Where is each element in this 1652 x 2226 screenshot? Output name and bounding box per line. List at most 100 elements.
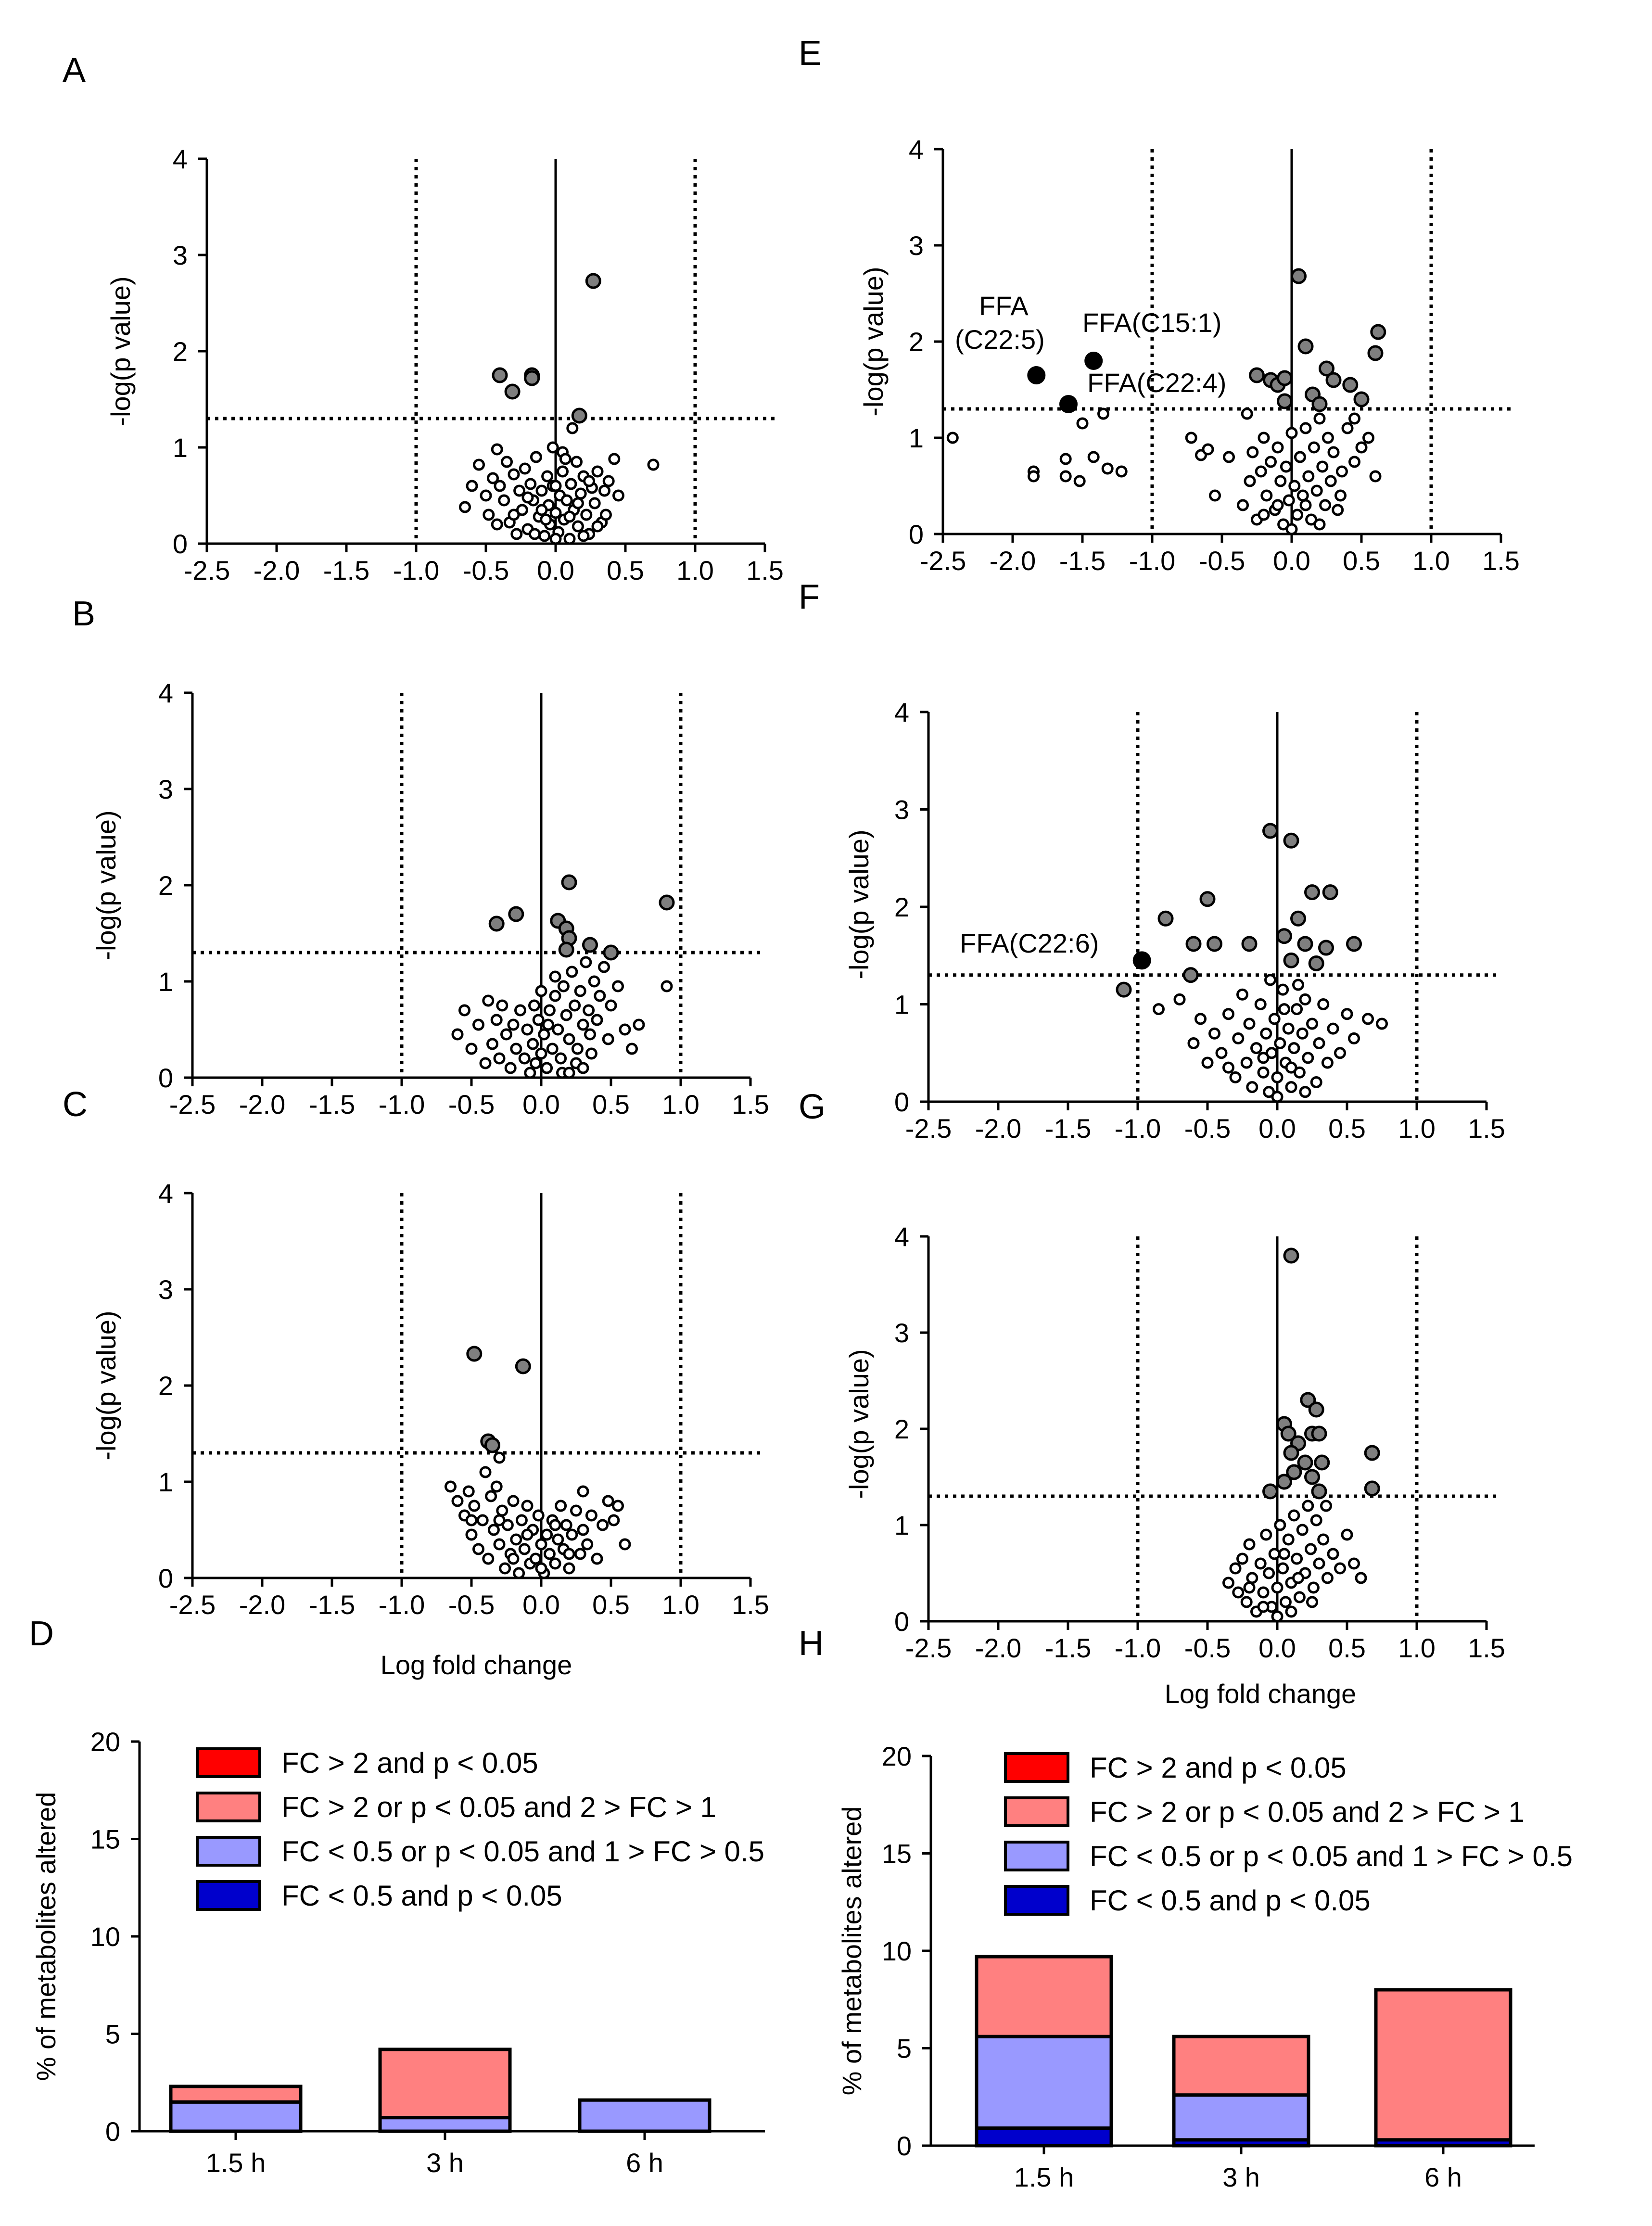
x-tick-label: -2.5 bbox=[905, 1633, 952, 1663]
data-point bbox=[1274, 1519, 1286, 1531]
data-point bbox=[482, 994, 495, 1007]
data-point bbox=[500, 1028, 512, 1041]
data-point bbox=[1299, 422, 1312, 434]
data-point bbox=[462, 1485, 475, 1498]
data-point bbox=[602, 475, 615, 487]
data-point bbox=[493, 1514, 506, 1526]
data-point bbox=[1335, 465, 1348, 478]
data-point bbox=[499, 1562, 511, 1575]
panel-letter-E: E bbox=[799, 34, 822, 73]
data-point bbox=[1271, 1071, 1283, 1083]
data-point bbox=[493, 1538, 506, 1551]
data-point bbox=[1059, 453, 1072, 465]
data-point bbox=[513, 1567, 525, 1579]
data-point bbox=[468, 1500, 481, 1512]
data-point bbox=[507, 1552, 520, 1565]
data-point bbox=[476, 1514, 489, 1526]
data-point bbox=[559, 453, 572, 465]
data-point bbox=[521, 1023, 534, 1036]
data-point bbox=[580, 956, 592, 968]
x-tick-label: 1.5 bbox=[1468, 1113, 1505, 1144]
y-tick-label: 20 bbox=[882, 1741, 912, 1771]
data-point bbox=[1201, 1056, 1214, 1069]
panel-A: -log(p value) 0 1 2 3 4 -2.5 -2.0 -1.5 -1.0 -0.5 0.… bbox=[105, 144, 784, 585]
x-tick-label: -1.5 bbox=[309, 1590, 356, 1620]
significant-point bbox=[1116, 981, 1132, 998]
data-point bbox=[490, 1014, 503, 1026]
data-point bbox=[1299, 1086, 1311, 1098]
y-tick-label: 1 bbox=[173, 432, 188, 463]
data-point bbox=[1327, 1548, 1339, 1560]
data-point bbox=[1258, 432, 1270, 444]
data-point bbox=[541, 470, 554, 483]
data-point bbox=[1059, 470, 1072, 483]
data-point bbox=[1283, 494, 1295, 507]
data-point bbox=[487, 472, 499, 484]
data-point bbox=[1263, 1567, 1275, 1579]
data-point bbox=[1244, 475, 1256, 487]
x-tick-label: -1.0 bbox=[393, 555, 440, 585]
data-point bbox=[532, 1014, 545, 1026]
data-point bbox=[598, 484, 610, 497]
data-point bbox=[1277, 1562, 1289, 1575]
significant-point bbox=[1297, 1454, 1313, 1471]
annotation-label: FFA bbox=[979, 291, 1029, 321]
y-tick-label: 2 bbox=[894, 1414, 909, 1444]
significant-point bbox=[1199, 891, 1216, 907]
data-point bbox=[1208, 1027, 1220, 1040]
y-tick-label: 5 bbox=[105, 2019, 120, 2049]
significant-point bbox=[1207, 936, 1222, 952]
x-tick-label: -2.0 bbox=[239, 1089, 286, 1119]
significant-point bbox=[488, 916, 505, 932]
data-point bbox=[1348, 412, 1360, 425]
data-point bbox=[1254, 998, 1267, 1010]
legend-label: FC > 2 and p < 0.05 bbox=[281, 1747, 538, 1779]
data-point bbox=[1243, 1018, 1256, 1030]
data-point bbox=[1229, 1071, 1242, 1083]
data-point bbox=[1250, 1042, 1262, 1055]
data-point bbox=[1285, 427, 1298, 439]
significant-point bbox=[1276, 1474, 1292, 1490]
data-point bbox=[1291, 1003, 1303, 1016]
legend-swatch bbox=[196, 1880, 261, 1911]
y-tick-label: 2 bbox=[173, 336, 188, 367]
significant-point bbox=[1311, 1483, 1327, 1500]
data-point bbox=[498, 494, 510, 507]
x-tick-label: -1.0 bbox=[1115, 1633, 1161, 1663]
y-tick-label: 10 bbox=[90, 1921, 120, 1952]
data-point bbox=[563, 533, 576, 545]
data-point bbox=[487, 1524, 500, 1536]
data-point bbox=[1341, 422, 1354, 434]
data-point bbox=[588, 975, 600, 988]
data-point bbox=[557, 465, 569, 478]
data-point bbox=[507, 1018, 520, 1031]
significant-point bbox=[1291, 268, 1307, 284]
data-point bbox=[529, 1552, 542, 1565]
data-point bbox=[1265, 1047, 1278, 1059]
significant-point bbox=[1241, 936, 1258, 952]
data-point bbox=[1271, 1091, 1283, 1103]
data-point bbox=[507, 1495, 520, 1507]
legend-label: FC > 2 or p < 0.05 and 2 > FC > 1 bbox=[1090, 1796, 1525, 1828]
data-point bbox=[1271, 1581, 1283, 1594]
y-tick-label: 4 bbox=[894, 1221, 909, 1252]
data-point bbox=[480, 489, 492, 502]
data-point bbox=[577, 1062, 589, 1074]
data-point bbox=[584, 1028, 596, 1041]
y-tick-label: 1 bbox=[158, 1467, 173, 1497]
significant-point bbox=[1308, 955, 1324, 971]
data-point bbox=[591, 1014, 603, 1026]
x-tick-label: -0.5 bbox=[448, 1089, 495, 1119]
significant-point bbox=[1300, 1392, 1316, 1408]
data-point bbox=[1278, 1548, 1290, 1560]
x-tick-label: -1.5 bbox=[309, 1089, 356, 1119]
highlighted-point bbox=[1084, 352, 1103, 370]
y-tick-label: 2 bbox=[909, 327, 924, 357]
significant-point bbox=[1249, 367, 1265, 383]
data-point bbox=[1222, 1577, 1234, 1589]
data-point bbox=[1288, 1509, 1300, 1522]
y-tick-label: 2 bbox=[158, 870, 173, 901]
legend-swatch bbox=[1004, 1885, 1069, 1916]
data-point bbox=[1348, 1557, 1360, 1570]
data-point bbox=[1369, 470, 1382, 483]
